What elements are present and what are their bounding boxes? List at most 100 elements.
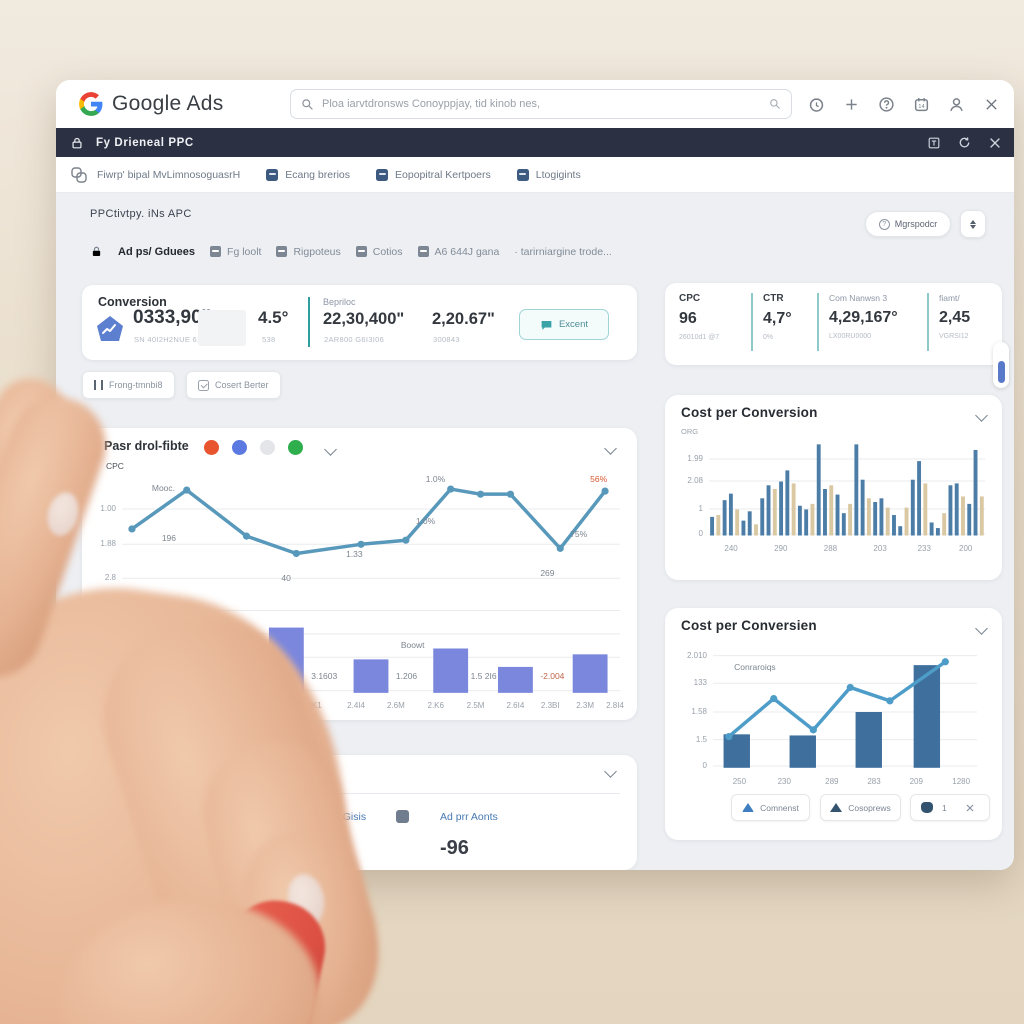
legend-dot[interactable] xyxy=(232,440,247,455)
link-ad-per-accounts[interactable]: Ad prr Aonts xyxy=(440,811,498,823)
app-window: Google Ads 14 Fy Drieneal PPC Fiwrp xyxy=(56,80,1014,870)
annotation: 1.33 xyxy=(346,548,363,559)
calendar-icon[interactable]: 14 xyxy=(912,95,930,113)
tab-campaigns[interactable]: Ecang brerios xyxy=(266,168,350,181)
sort-split-button[interactable] xyxy=(960,210,986,238)
x-tick-label: 283 xyxy=(867,777,881,786)
tab-logs[interactable]: Ltogigints xyxy=(516,168,581,181)
svg-text:14: 14 xyxy=(918,104,925,110)
y-tick-label: 0 xyxy=(698,529,703,538)
conversion-stats-card: Conversion 0333,90'' SN 40I2H2NUE 61S 4.… xyxy=(82,285,637,360)
toolbar-item-adgroups[interactable]: Ad ps/ Gduees xyxy=(118,245,196,258)
search-input[interactable] xyxy=(322,98,761,110)
plus-icon[interactable] xyxy=(842,95,860,113)
arrow-down-icon xyxy=(970,224,976,229)
tab-bar: Fiwrp' bipal MvLimnosoguasrH Ecang breri… xyxy=(56,157,1014,193)
toolbar-item-tools[interactable]: Fg loolt xyxy=(210,246,261,258)
small-close-icon xyxy=(966,804,974,811)
filter-icon xyxy=(94,380,103,390)
tab-reports[interactable]: Eopopitral Kertpoers xyxy=(376,168,491,181)
filter-chip[interactable]: Frong-tmnbi8 xyxy=(82,371,175,399)
red-stylus xyxy=(202,891,334,1024)
checkbox-chip[interactable]: Cosert Berter xyxy=(186,371,281,399)
chart-title: Cost per Conversion xyxy=(681,405,818,420)
chevron-down-icon[interactable] xyxy=(604,765,617,778)
toolbar-item-more[interactable]: · tarirniargine trode... xyxy=(514,245,612,258)
triangle-icon xyxy=(830,803,843,812)
chevron-down-icon[interactable] xyxy=(604,442,617,455)
account-icon[interactable] xyxy=(947,95,965,113)
costs-icon xyxy=(355,246,367,257)
toolbar-item-reports[interactable]: Rigpoteus xyxy=(276,246,341,258)
table-icon xyxy=(396,810,409,823)
text-tool-icon[interactable] xyxy=(927,136,941,150)
close-icon[interactable] xyxy=(988,136,1002,150)
content-area: PPCtivtpy. iNs APC ? Mgrspodcr Ad ps/ Gd… xyxy=(56,193,1014,870)
kpi-conversions: Com Nanwsn 3 4,29,167° LX00RU0000 xyxy=(829,293,898,340)
annotation: 196 xyxy=(161,533,177,544)
chevron-down-icon[interactable] xyxy=(975,622,988,635)
close-icon[interactable] xyxy=(982,95,1000,113)
axis-label: CPC xyxy=(106,461,124,471)
compare-button[interactable]: Cosoprews xyxy=(820,794,901,821)
divider xyxy=(927,293,929,351)
stat-sub: 538 xyxy=(262,335,276,344)
page-button[interactable]: 1 xyxy=(910,794,990,821)
export-button[interactable]: Excent xyxy=(519,309,609,340)
divider xyxy=(817,293,819,351)
legend-dot[interactable] xyxy=(288,440,303,455)
legend-dot[interactable] xyxy=(204,440,219,455)
stat-value: 22,30,400" xyxy=(323,310,405,328)
search-box[interactable] xyxy=(290,89,792,119)
y-tick-label: 0 xyxy=(702,761,707,770)
annotation: 1.90 xyxy=(231,670,249,681)
link-gisis[interactable]: a Gisis xyxy=(334,811,367,823)
annotation: 1.0% xyxy=(425,473,446,484)
x-tick-label: 2.4I4 xyxy=(347,701,365,710)
button-label: Comnenst xyxy=(760,802,799,813)
toolbar-item-ads[interactable]: A6 644J gana xyxy=(417,246,499,258)
refresh-icon[interactable] xyxy=(957,135,972,150)
hand-wrist xyxy=(51,889,329,1024)
kpi-stats-card: CPC 96 26010d1 @7 CTR 4,7° 0% Com Nanwsn… xyxy=(665,283,1002,365)
tab-label: Fiwrp' bipal MvLimnosoguasrH xyxy=(97,168,241,181)
lock-icon xyxy=(92,246,101,256)
annotation: Herara Kiross xyxy=(161,615,214,625)
stat-value: 2,20.67" xyxy=(432,310,495,328)
y-tick-label: 1.00 xyxy=(100,504,116,513)
divider xyxy=(100,793,620,794)
chip-label: Cosert Berter xyxy=(215,380,269,390)
cost-per-conversion-card-a: Cost per Conversion ORG 1.99 2.08 1 0 240 290… xyxy=(665,395,1002,580)
x-tick-label: 2.5M xyxy=(466,701,485,710)
x-tick-label: 2.2K1 xyxy=(300,701,322,710)
x-tick-label: 288 xyxy=(823,544,838,553)
placeholder-box xyxy=(198,310,246,346)
home-chart-icon xyxy=(97,316,123,341)
legend-dot[interactable] xyxy=(260,440,275,455)
manager-button[interactable]: ? Mgrspodcr xyxy=(865,211,951,237)
help-icon[interactable] xyxy=(877,95,895,113)
comment-button[interactable]: Comnenst xyxy=(731,794,810,821)
cost-per-conversion-a-svg xyxy=(709,444,985,536)
y-tick-label: 1.5 xyxy=(104,628,116,638)
marker-icon xyxy=(921,802,933,813)
x-tick-label: 2.3M xyxy=(576,701,595,710)
y-tick-label: 0 xyxy=(111,685,116,695)
x-tick-label: 1280 xyxy=(952,777,971,786)
chat-bubble-icon xyxy=(541,320,552,330)
scrollbar[interactable] xyxy=(993,342,1009,388)
tab-overview[interactable]: Fiwrp' bipal MvLimnosoguasrH xyxy=(70,166,240,184)
y-tick-label: 1.80 xyxy=(100,605,116,615)
clock-icon[interactable] xyxy=(807,95,825,113)
annotation: Boowt xyxy=(400,640,425,651)
campaign-navbar: Fy Drieneal PPC xyxy=(56,128,1014,157)
chevron-down-icon[interactable] xyxy=(324,442,337,456)
campaign-title: Fy Drieneal PPC xyxy=(96,136,194,149)
google-ads-logo[interactable]: Google Ads xyxy=(78,91,224,117)
ads-icon xyxy=(417,246,429,257)
toolbar-item-costs[interactable]: Cotios xyxy=(355,246,403,258)
chevron-down-icon[interactable] xyxy=(975,409,988,422)
scrollbar-thumb[interactable] xyxy=(997,361,1005,383)
x-tick-label: 2.6I4 xyxy=(506,701,525,710)
y-tick-label: 2.010 xyxy=(686,650,707,660)
